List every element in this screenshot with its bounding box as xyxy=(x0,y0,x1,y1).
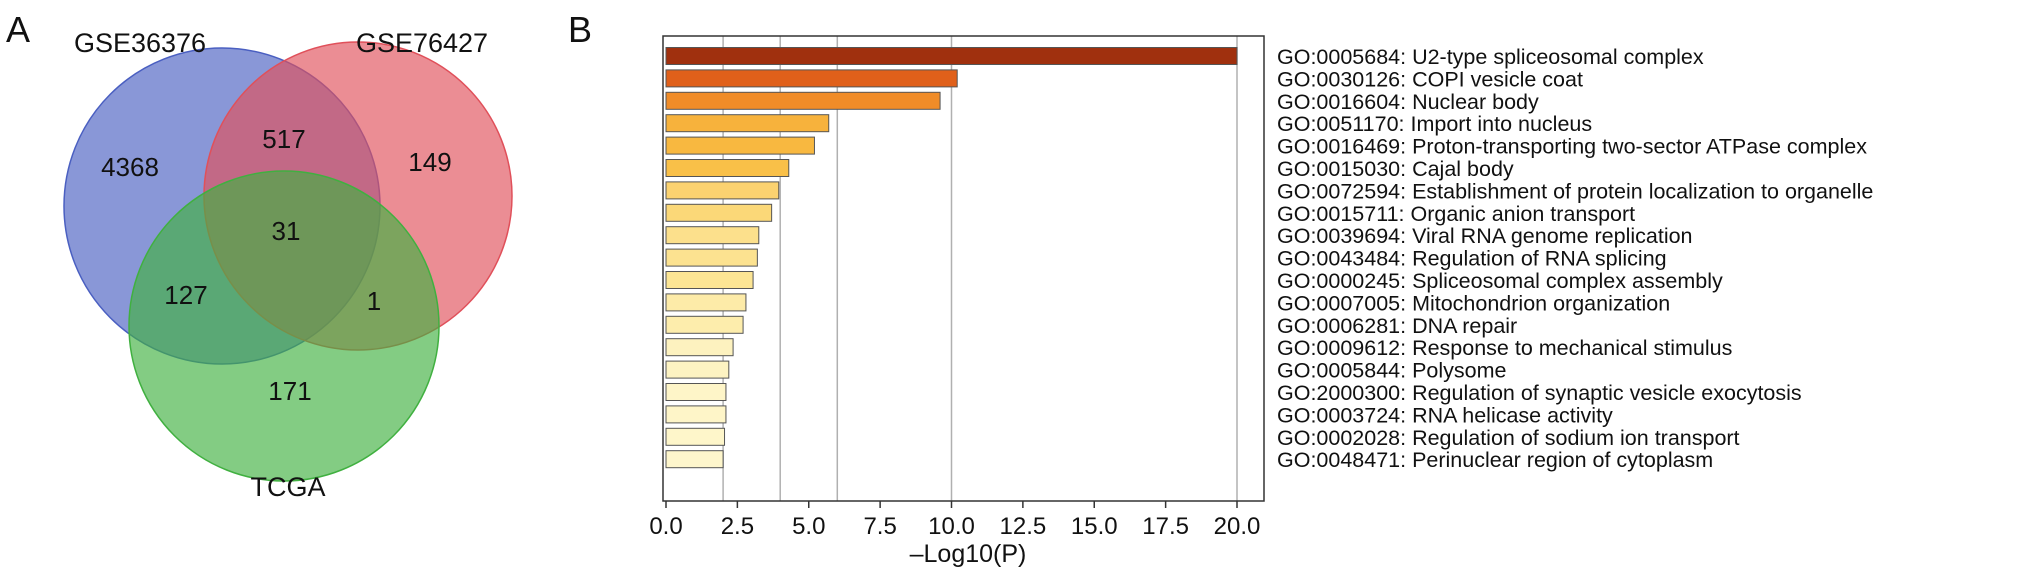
x-tick-label-4: 10.0 xyxy=(928,513,975,540)
venn-count-all-three: 31 xyxy=(272,216,301,246)
category-label-17: GO:0002028: Regulation of sodium ion tra… xyxy=(1277,426,1740,450)
category-label-11: GO:0007005: Mitochondrion organization xyxy=(1277,291,1670,315)
venn-label-tcga: TCGA xyxy=(250,472,325,502)
x-tick-label-0: 0.0 xyxy=(649,513,682,540)
bar-8 xyxy=(665,226,760,245)
category-label-15: GO:2000300: Regulation of synaptic vesic… xyxy=(1277,381,1802,405)
bar-18 xyxy=(665,450,724,469)
x-tick-label-6: 15.0 xyxy=(1071,513,1118,540)
bar-13 xyxy=(665,338,734,357)
bar-15 xyxy=(665,383,727,401)
category-label-18: GO:0048471: Perinuclear region of cytopl… xyxy=(1277,448,1713,472)
bar-14 xyxy=(665,360,730,379)
category-label-6: GO:0072594: Establishment of protein loc… xyxy=(1277,179,1873,203)
category-label-9: GO:0043484: Regulation of RNA splicing xyxy=(1277,247,1667,271)
venn-count-tcga-only: 171 xyxy=(268,376,311,406)
venn-circle-tcga xyxy=(128,170,440,482)
x-tick-label-2: 5.0 xyxy=(792,513,825,540)
venn-label-gse36376: GSE36376 xyxy=(74,28,206,58)
category-label-3: GO:0051170: Import into nucleus xyxy=(1277,112,1592,136)
venn-diagram: GSE36376 GSE76427 TCGA 4368 517 149 31 1… xyxy=(63,28,513,502)
category-label-1: GO:0030126: COPI vesicle coat xyxy=(1277,67,1583,91)
panel-b-letter: B xyxy=(568,9,592,50)
category-label-16: GO:0003724: RNA helicase activity xyxy=(1277,403,1613,427)
category-labels: GO:0005684: U2-type spliceosomal complex… xyxy=(1277,45,1873,472)
bar-10 xyxy=(665,271,754,289)
category-label-12: GO:0006281: DNA repair xyxy=(1277,314,1517,338)
bar-9 xyxy=(665,248,758,267)
x-tick-label-5: 12.5 xyxy=(1000,513,1047,540)
category-label-13: GO:0009612: Response to mechanical stimu… xyxy=(1277,336,1732,360)
bar-17 xyxy=(665,427,726,446)
bar-2 xyxy=(665,91,941,110)
bar-4 xyxy=(665,136,815,155)
category-label-4: GO:0016469: Proton-transporting two-sect… xyxy=(1277,135,1867,159)
bar-16 xyxy=(665,405,727,424)
x-tick-label-3: 7.5 xyxy=(863,513,896,540)
bar-5 xyxy=(665,159,790,177)
x-axis-ticks: 0.0 2.5 5.0 7.5 10.0 12.5 15.0 17.5 20.0 xyxy=(649,501,1260,540)
category-label-14: GO:0005844: Polysome xyxy=(1277,359,1506,383)
venn-count-gse36376-only: 4368 xyxy=(101,152,159,182)
bar-6 xyxy=(665,181,780,200)
venn-count-gse36376-gse76427: 517 xyxy=(262,124,305,154)
category-label-0: GO:0005684: U2-type spliceosomal complex xyxy=(1277,45,1704,69)
category-label-10: GO:0000245: Spliceosomal complex assembl… xyxy=(1277,269,1723,293)
bar-12 xyxy=(665,315,744,334)
bar-11 xyxy=(665,293,747,312)
category-label-8: GO:0039694: Viral RNA genome replication xyxy=(1277,224,1693,248)
bar-0 xyxy=(665,47,1238,65)
bar-7 xyxy=(665,203,773,222)
gridlines xyxy=(722,36,1238,501)
bar-3 xyxy=(665,114,830,133)
x-tick-label-7: 17.5 xyxy=(1142,513,1189,540)
bar-1 xyxy=(665,69,958,88)
venn-count-gse76427-only: 149 xyxy=(408,147,451,177)
venn-label-gse76427: GSE76427 xyxy=(356,28,488,58)
category-label-5: GO:0015030: Cajal body xyxy=(1277,157,1514,181)
x-tick-label-1: 2.5 xyxy=(721,513,754,540)
x-tick-label-8: 20.0 xyxy=(1214,513,1261,540)
bar-chart: 0.0 2.5 5.0 7.5 10.0 12.5 15.0 17.5 20.0 GO:0005… xyxy=(649,35,1873,568)
category-label-7: GO:0015711: Organic anion transport xyxy=(1277,202,1635,226)
category-label-2: GO:0016604: Nuclear body xyxy=(1277,90,1539,114)
venn-count-gse36376-tcga: 127 xyxy=(164,280,207,310)
panel-a-letter: A xyxy=(6,9,30,50)
x-axis-label: –Log10(P) xyxy=(910,540,1027,568)
bars xyxy=(665,47,1238,469)
venn-count-gse76427-tcga: 1 xyxy=(367,286,381,316)
plot-frame xyxy=(662,35,1265,502)
